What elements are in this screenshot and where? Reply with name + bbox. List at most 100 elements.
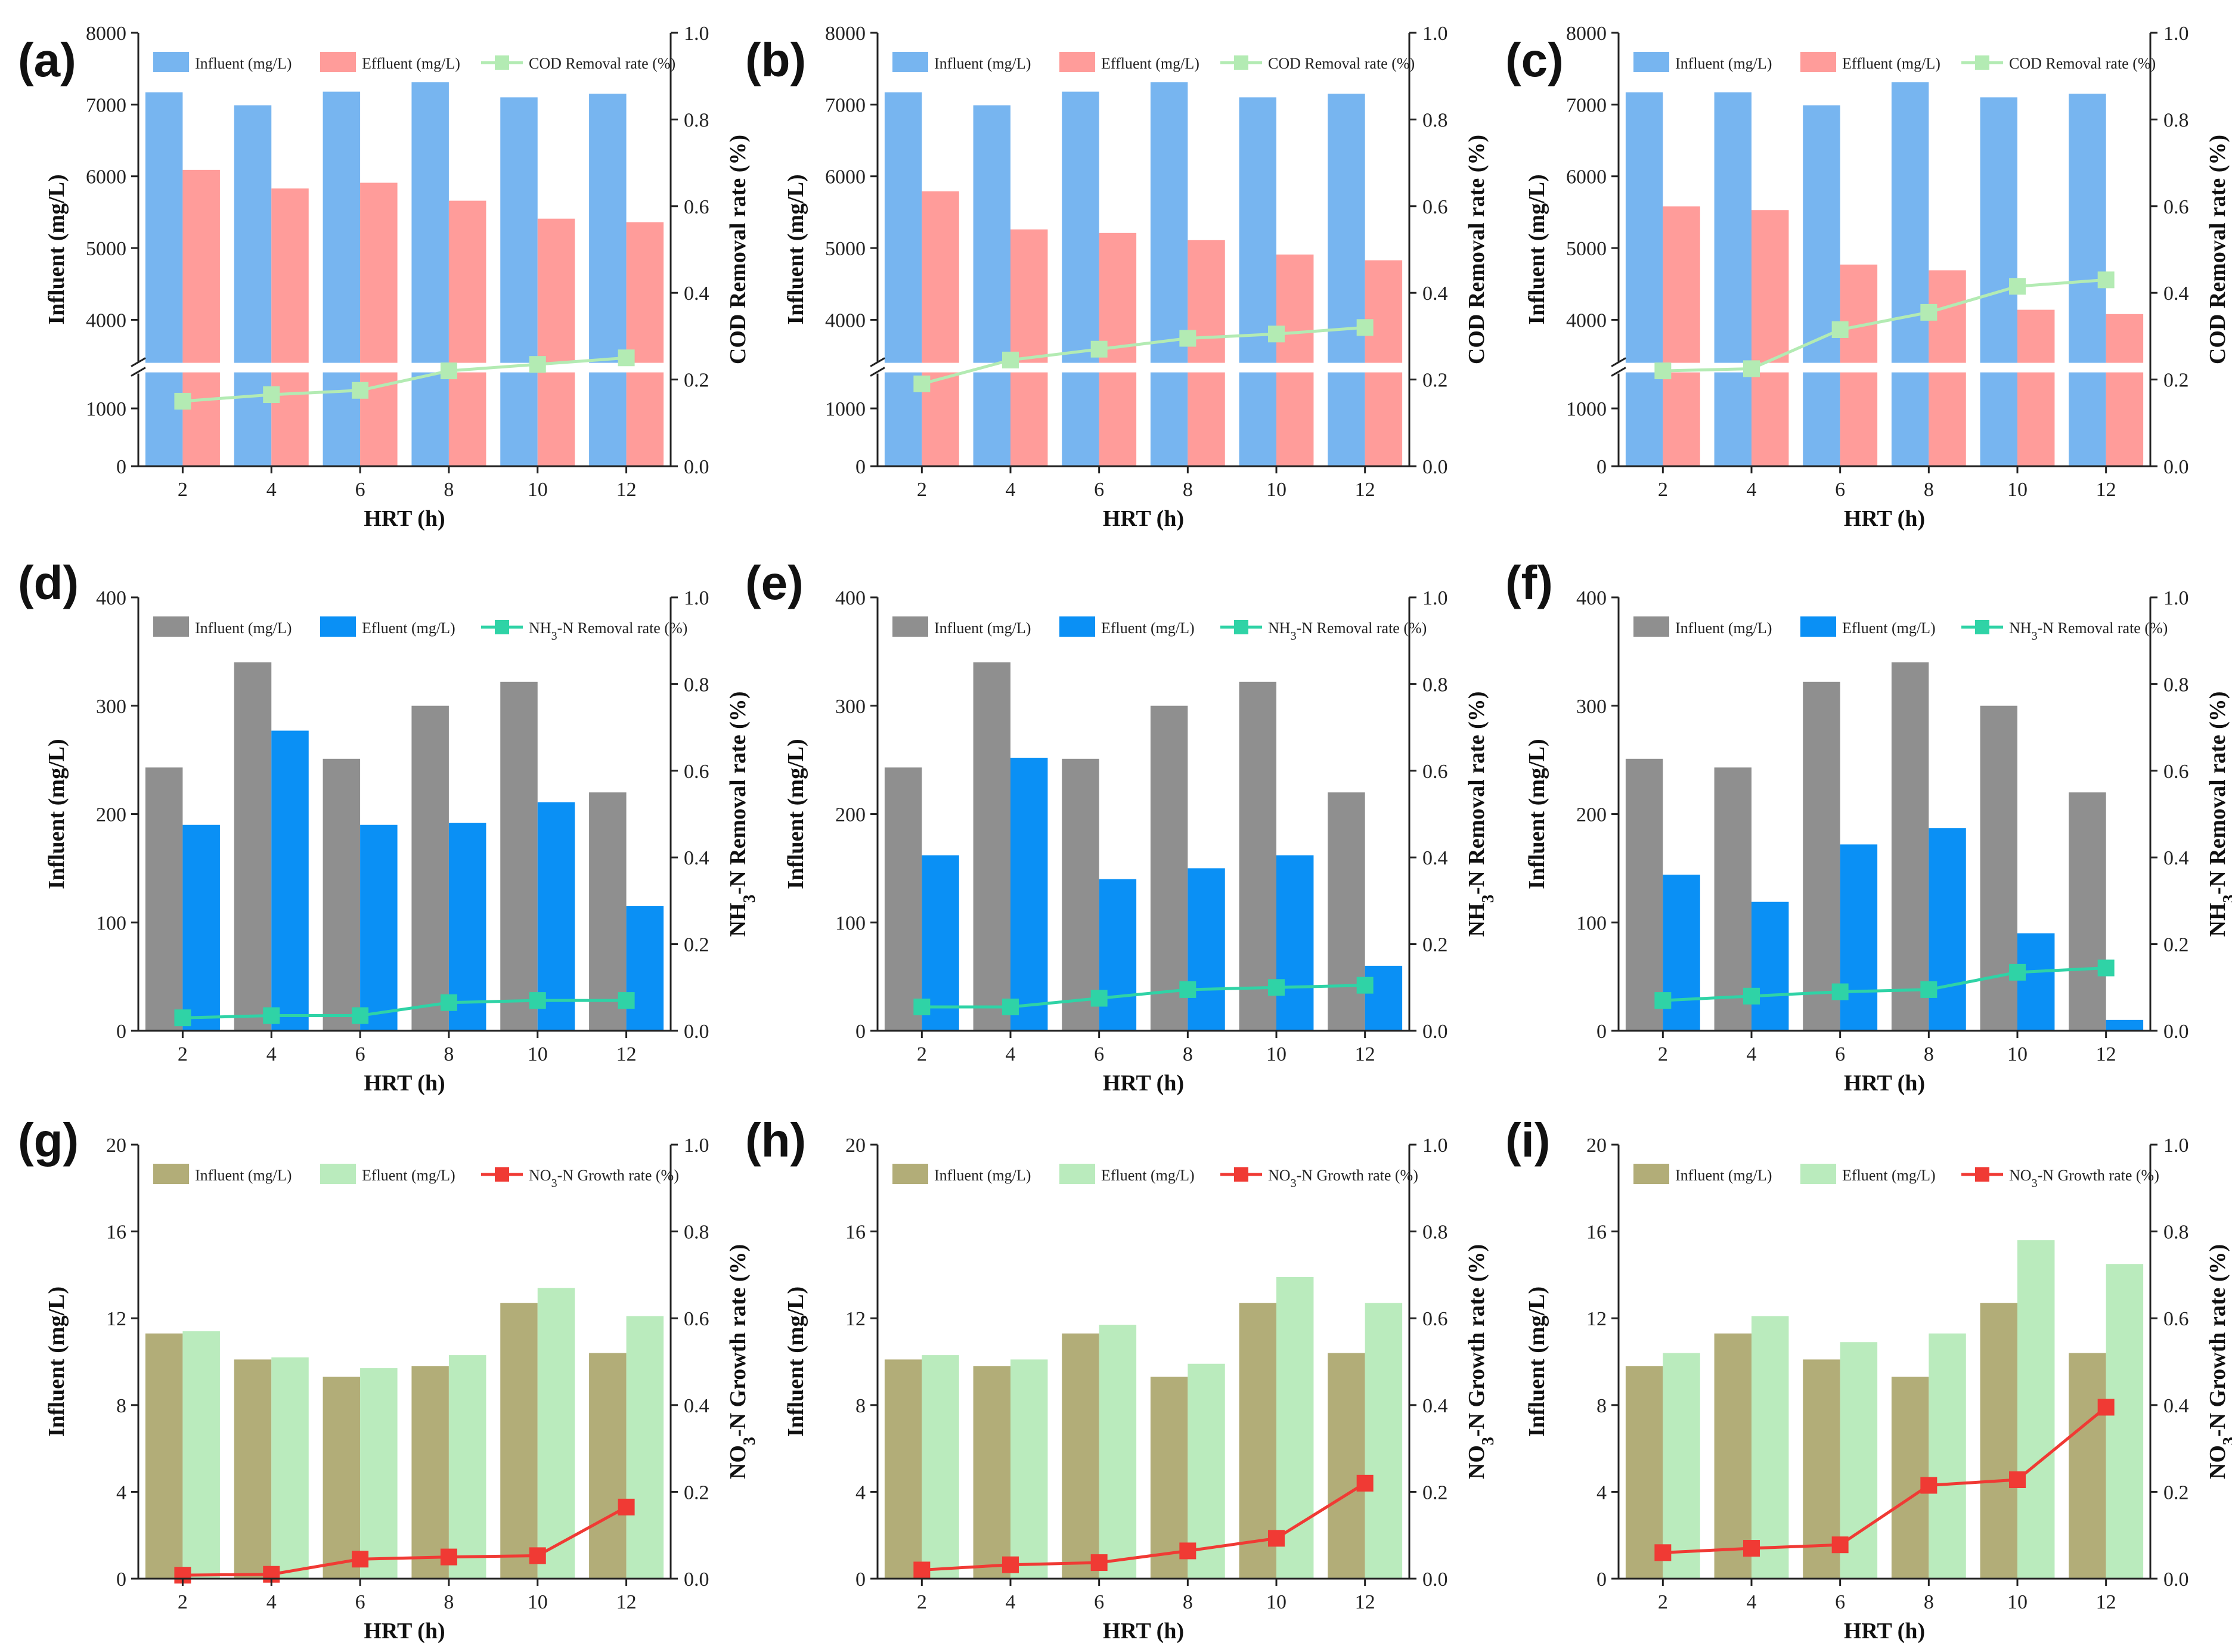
- panel-d: 0 100 200 300 400 0.0 0.2 0.4 0.6 0.8 1.0 2 4 6 8 10 12 H…: [18, 556, 759, 1096]
- y-tick-label: 200: [1576, 804, 1607, 826]
- panel-label: (g): [18, 1114, 79, 1167]
- panel-label: (d): [18, 556, 79, 609]
- y-axis-title: Influent (mg/L): [783, 1287, 808, 1437]
- y2-tick-label: 0.6: [1422, 1308, 1448, 1330]
- rate-marker: [618, 1498, 635, 1515]
- rate-marker: [352, 382, 369, 399]
- x-tick-label: 10: [528, 479, 548, 501]
- bar-effluent: [922, 1355, 959, 1579]
- rate-line: [922, 984, 1365, 1009]
- legend-label: Influent (mg/L): [934, 55, 1031, 72]
- bar-influent: [234, 662, 272, 1031]
- panel-c: 0 1000 4000 5000 6000 7000 8000 0.0 0.2 0.4 0.6 0.8…: [1505, 23, 2230, 531]
- bar-influent: [1980, 1303, 2017, 1579]
- bar-effluent: [182, 1331, 220, 1579]
- y-tick-label: 4000: [1566, 309, 1607, 331]
- legend-label: Efluent (mg/L): [362, 619, 455, 637]
- rate-marker: [913, 999, 931, 1016]
- rate-marker: [1920, 303, 1938, 321]
- y-tick-label: 200: [835, 804, 866, 826]
- y-tick-label: 4000: [86, 309, 126, 331]
- bar-influent: [1714, 92, 1752, 466]
- legend-label: COD Removal rate (%): [2009, 55, 2156, 72]
- rate-marker: [1179, 330, 1196, 347]
- y2-tick-label: 0.6: [684, 761, 709, 783]
- y2-axis-title: COD Removal rate (%): [726, 135, 751, 364]
- legend-marker: [495, 1167, 509, 1182]
- x-tick-label: 4: [266, 479, 277, 501]
- legend-marker: [1234, 1167, 1248, 1182]
- rate-marker: [440, 362, 457, 380]
- rate-marker: [2009, 1471, 2026, 1489]
- x-tick-label: 8: [1183, 1591, 1193, 1613]
- rate-marker: [1002, 351, 1019, 368]
- bar-effluent: [1752, 210, 1789, 466]
- legend-label: Influent (mg/L): [195, 55, 292, 72]
- bar-influent: [1891, 82, 1929, 467]
- bar-influent: [2069, 1353, 2106, 1579]
- rate-line: [922, 1481, 1366, 1572]
- y2-axis-title: NO3-N Growth rate (%): [1464, 1244, 1498, 1479]
- bar-influent: [1980, 705, 2017, 1031]
- x-tick-label: 2: [917, 1043, 927, 1065]
- x-tick-label: 6: [1094, 1591, 1104, 1613]
- legend-label: Efluent (mg/L): [1842, 619, 1936, 637]
- y2-tick-label: 0.8: [2163, 674, 2189, 696]
- rate-line: [1663, 278, 2106, 373]
- y2-tick-label: 0.2: [684, 934, 709, 956]
- x-axis-title: HRT (h): [1103, 1619, 1184, 1644]
- legend-label: Effluent (mg/L): [1842, 55, 1940, 72]
- rate-marker: [1090, 1554, 1108, 1572]
- y2-tick-label: 0.0: [2163, 456, 2189, 478]
- rate-marker: [1654, 1544, 1672, 1561]
- legend-swatch: [1633, 616, 1669, 637]
- x-tick-label: 4: [1747, 1591, 1757, 1613]
- y-axis-title: Influent (mg/L): [783, 739, 808, 889]
- y-tick-label: 400: [835, 587, 866, 609]
- axis-break-mark: [131, 367, 146, 377]
- legend-label: NH3-N Removal rate (%): [2009, 619, 2168, 643]
- x-tick-label: 6: [1835, 1043, 1845, 1065]
- axis-break-mark: [1611, 367, 1626, 377]
- y-tick-label: 7000: [1566, 94, 1607, 116]
- bar-influent: [1062, 1333, 1099, 1579]
- rate-marker: [1743, 1540, 1760, 1557]
- panel-h: 0 4 8 12 16 20 0.0 0.2 0.4 0.6 0.8 1.0 2 4 6 8 10 12 HRT (…: [745, 1114, 1498, 1644]
- bar-influent: [323, 1377, 361, 1579]
- x-axis-title: HRT (h): [1844, 1619, 1925, 1644]
- bar-effluent: [1929, 828, 1966, 1031]
- rate-marker: [1090, 990, 1108, 1007]
- x-tick-label: 4: [1747, 479, 1757, 501]
- bar-influent: [2069, 792, 2106, 1031]
- axis-break-gap: [874, 362, 1413, 373]
- bar-influent: [1150, 82, 1188, 467]
- rate-marker: [2009, 963, 2026, 981]
- rate-line: [182, 999, 627, 1019]
- rate-marker: [1654, 992, 1672, 1009]
- bar-effluent: [448, 200, 486, 466]
- axis-break-mark: [870, 367, 885, 377]
- bar-effluent: [1188, 868, 1225, 1031]
- rate-marker: [2009, 278, 2026, 295]
- legend-marker: [1975, 55, 1989, 70]
- legend-label: Efluent (mg/L): [1842, 1167, 1936, 1184]
- y-tick-label: 5000: [1566, 238, 1607, 260]
- y-axis-title: Influent (mg/L): [783, 174, 808, 324]
- x-tick-label: 2: [1658, 479, 1668, 501]
- rate-line: [1663, 966, 2106, 1002]
- y-tick-label: 300: [835, 696, 866, 718]
- x-tick-label: 4: [1006, 479, 1016, 501]
- rate-marker: [1831, 321, 1849, 338]
- legend-swatch: [1059, 1164, 1095, 1184]
- bar-influent: [1328, 792, 1365, 1031]
- y-tick-label: 400: [96, 587, 126, 609]
- bar-influent: [973, 1366, 1010, 1579]
- bar-influent: [1328, 94, 1365, 466]
- bar-effluent: [2106, 1264, 2144, 1579]
- legend: Influent (mg/L) Effluent (mg/L) COD Remova…: [1633, 52, 2156, 72]
- bar-influent: [589, 1353, 627, 1579]
- x-tick-label: 2: [917, 1591, 927, 1613]
- bar-influent: [411, 705, 449, 1031]
- y2-tick-label: 1.0: [684, 587, 709, 609]
